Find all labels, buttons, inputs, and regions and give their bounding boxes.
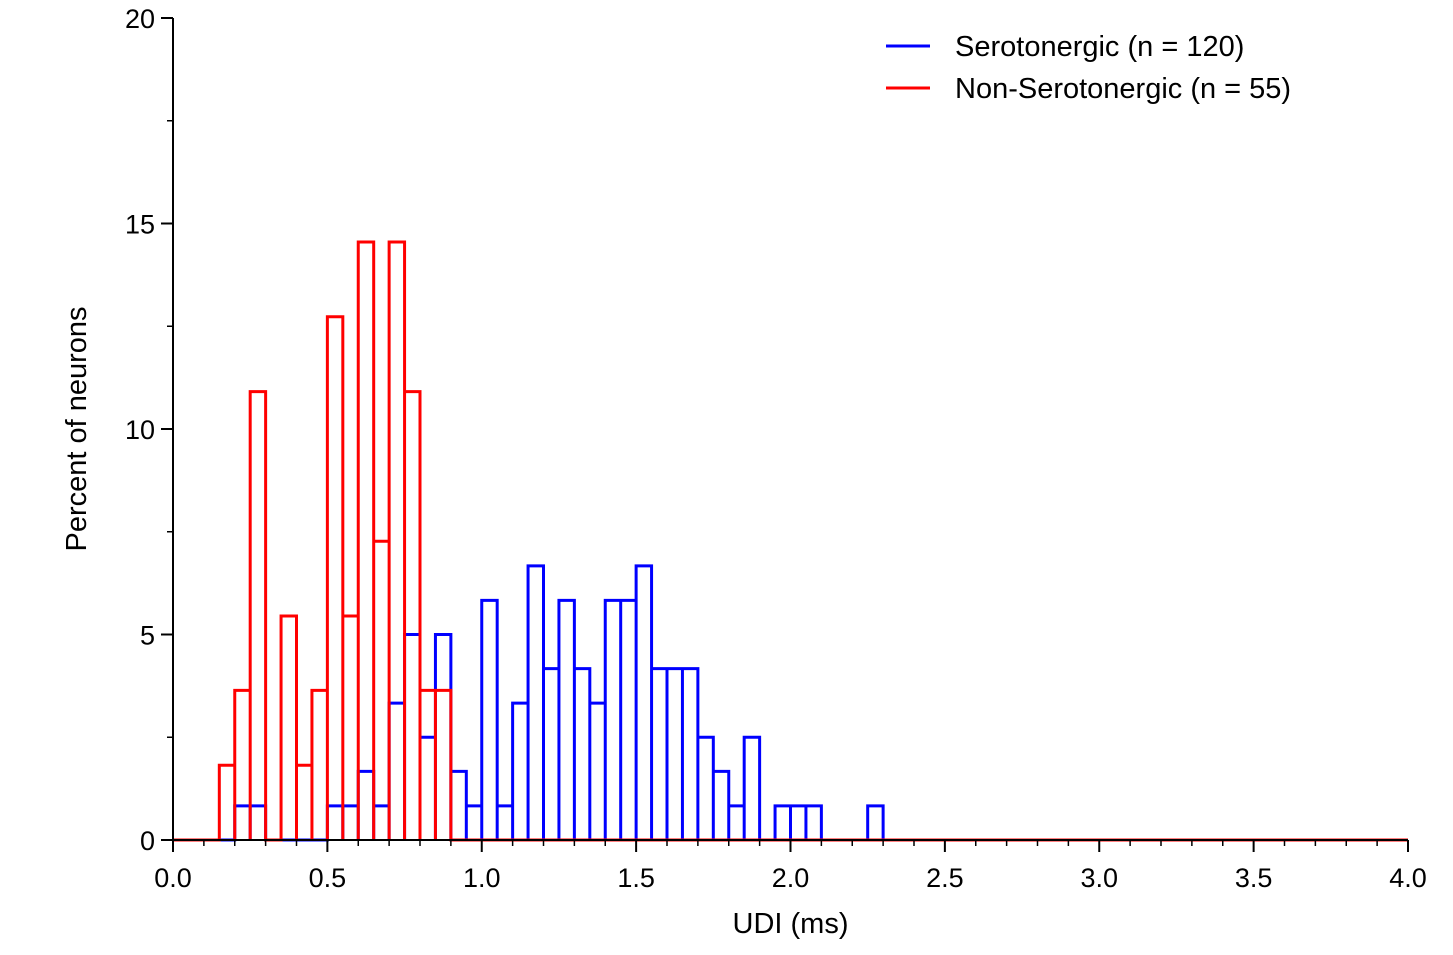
x-tick-label: 2.0 xyxy=(772,863,810,893)
x-axis-title: UDI (ms) xyxy=(733,908,849,940)
y-tick-label: 5 xyxy=(140,621,155,651)
x-tick-label: 3.5 xyxy=(1235,863,1273,893)
x-tick-label: 0.5 xyxy=(309,863,347,893)
x-tick-label: 1.0 xyxy=(463,863,501,893)
y-tick-label: 20 xyxy=(125,4,155,34)
legend-label: Non-Serotonergic (n = 55) xyxy=(955,73,1291,105)
x-tick-label: 4.0 xyxy=(1389,863,1427,893)
series-line-non-serotonergic xyxy=(173,240,1408,842)
plot-series-group xyxy=(173,240,1408,842)
legend: Serotonergic (n = 120) Non-Serotonergic (… xyxy=(886,31,1291,105)
x-tick-label: 3.0 xyxy=(1080,863,1118,893)
x-tick-label: 1.5 xyxy=(617,863,655,893)
legend-label: Serotonergic (n = 120) xyxy=(955,31,1244,63)
axes-group: 0.0 0.5 1.0 1.5 2.0 2.5 3.0 3.5 4.0 0 5 10 15 20 xyxy=(125,4,1427,893)
y-tick-label: 0 xyxy=(140,826,155,856)
y-tick-label: 15 xyxy=(125,210,155,240)
y-tick-label: 10 xyxy=(125,415,155,445)
x-tick-label: 0.0 xyxy=(154,863,192,893)
x-tick-label: 2.5 xyxy=(926,863,964,893)
y-axis-title: Percent of neurons xyxy=(61,306,93,551)
